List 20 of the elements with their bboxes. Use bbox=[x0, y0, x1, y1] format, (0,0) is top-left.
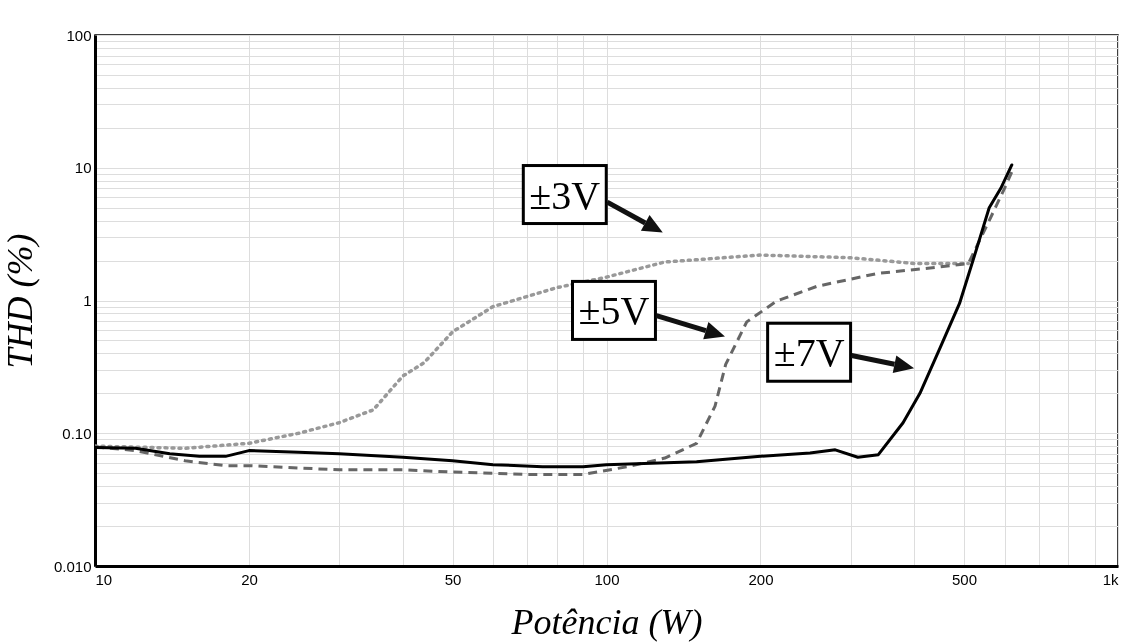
y-tick-label: 0.10 bbox=[62, 424, 92, 442]
label-box: ±3V bbox=[521, 164, 608, 226]
x-tick-label: 500 bbox=[952, 570, 978, 588]
y-axis-title: THD (%) bbox=[0, 233, 40, 369]
annotation: ±5V bbox=[578, 288, 650, 334]
x-tick-label: 10 bbox=[95, 570, 113, 588]
y-tick-label: 10 bbox=[74, 159, 92, 177]
y-tick-label: 0.010 bbox=[53, 557, 92, 575]
x-tick-label: 200 bbox=[748, 570, 774, 588]
x-tick-label: 100 bbox=[594, 570, 620, 588]
annotation: ±3V bbox=[529, 172, 601, 218]
y-tick-label: 1 bbox=[83, 292, 92, 309]
label-box: ±7V bbox=[766, 321, 853, 383]
y-tick-label: 100 bbox=[66, 26, 92, 44]
x-tick-label: 20 bbox=[241, 570, 258, 588]
x-tick-label: 1k bbox=[1102, 570, 1119, 588]
label-box: ±5V bbox=[571, 279, 657, 341]
x-axis-title: Potência (W) bbox=[510, 601, 703, 642]
x-tick-label: 50 bbox=[444, 570, 462, 588]
annotation: ±7V bbox=[773, 330, 845, 376]
